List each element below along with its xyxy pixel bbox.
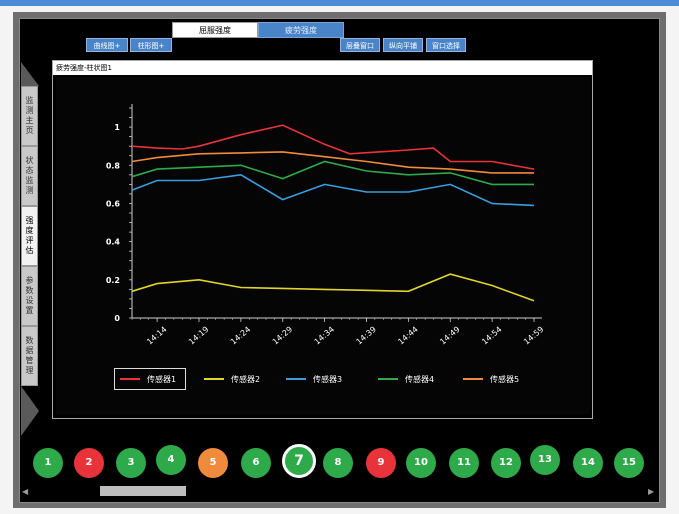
side-nav-collapse-arrow[interactable] [21,386,39,436]
legend-item-sensor-3[interactable]: 传感器3 [286,368,342,390]
legend-label: 传感器3 [313,374,343,384]
legend-item-sensor-5[interactable]: 传感器5 [463,368,519,390]
scrollbar-thumb[interactable] [100,486,186,496]
side-navigation: 监测主页 状态监测 强度评估 参数设置 数据管理 [21,86,39,386]
legend-label: 传感器1 [147,374,177,384]
legend-label: 传感器5 [490,374,520,384]
sensor-circle-14[interactable]: 14 [573,448,603,478]
sensor-circle-11[interactable]: 11 [449,448,479,478]
y-tick-label: 0.4 [106,238,121,247]
x-tick-label: 14:44 [396,325,419,347]
tab-fatigue-strength[interactable]: 疲劳强度 [258,22,344,38]
series-line-sensor-3 [131,173,535,207]
series-line-sensor-4 [131,160,534,186]
y-tick-label: 0.8 [106,161,121,170]
cascade-windows-button[interactable]: 层叠窗口 [340,38,380,52]
line-chart: 1 0.8 0.6 0.4 0.2 0 14:14 14:19 14:24 14:29 14:34 1… [106,104,545,347]
scroll-left-arrow-icon[interactable]: ◀ [22,487,29,496]
y-tick-label: 1 [114,123,120,132]
sensor-circle-10[interactable]: 10 [406,448,436,478]
sensor-circle-1[interactable]: 1 [33,448,63,478]
legend-swatch [286,378,306,380]
sensor-circle-9[interactable]: 9 [366,448,396,478]
sensor-circle-2[interactable]: 2 [74,448,104,478]
side-nav-top-arrow [21,62,39,86]
scroll-right-arrow-icon[interactable]: ▶ [648,487,655,496]
sensor-selector-row: 1 2 3 4 5 6 7 8 9 10 11 12 13 14 15 [33,444,653,484]
x-tick-label: 14:29 [271,325,294,347]
sensor-circle-8[interactable]: 8 [323,448,353,478]
legend-swatch [463,378,483,380]
series-line-sensor-1 [131,124,535,170]
series-line-sensor-2 [131,273,535,302]
horizontal-scrollbar[interactable] [20,486,659,496]
chart-area: 1 0.8 0.6 0.4 0.2 0 14:14 14:19 14:24 14:29 14:34 1… [56,76,590,414]
legend-selected-frame [114,368,186,390]
side-nav-parameter-settings[interactable]: 参数设置 [21,266,38,326]
side-nav-strength-assessment[interactable]: 强度评估 [21,206,38,266]
x-tick-label: 14:39 [354,325,377,347]
x-tick-label: 14:14 [145,325,168,347]
sensor-circle-12[interactable]: 12 [491,448,521,478]
sensor-circle-4[interactable]: 4 [156,445,186,475]
line-chart-button[interactable]: 曲线图+ [86,38,128,52]
legend-swatch [120,378,140,380]
x-tick-label: 14:59 [522,325,545,347]
side-nav-data-management[interactable]: 数据管理 [21,326,38,386]
sensor-circle-13[interactable]: 13 [530,445,560,475]
chart-window-title[interactable]: 疲劳强度-柱状图1 [53,61,592,75]
bar-chart-button[interactable]: 柱形图+ [130,38,172,52]
y-tick-label: 0.2 [106,276,120,285]
x-tick-label: 14:24 [229,325,252,347]
legend-swatch [204,378,224,380]
y-tick-label: 0.6 [106,199,121,208]
legend-item-sensor-2[interactable]: 传感器2 [204,368,260,390]
sensor-circle-6[interactable]: 6 [241,448,271,478]
side-nav-status-monitor[interactable]: 状态监测 [21,146,38,206]
tile-vertical-button[interactable]: 纵向平铺 [383,38,423,52]
legend-label: 传感器4 [405,374,435,384]
x-tick-label: 14:19 [187,325,210,347]
series-line-sensor-5 [131,151,534,174]
top-accent-bar [0,0,679,6]
sensor-circle-7[interactable]: 7 [282,444,316,478]
sensor-circle-3[interactable]: 3 [116,448,146,478]
sensor-circle-15[interactable]: 15 [614,448,644,478]
x-tick-label: 14:34 [313,325,336,347]
legend-item-sensor-1[interactable]: 传感器1 [120,368,176,390]
x-tick-label: 14:49 [438,325,461,347]
x-tick-label: 14:54 [480,325,503,347]
legend-swatch [378,378,398,380]
tab-yield-strength[interactable]: 屈服强度 [172,22,258,38]
sensor-circle-5[interactable]: 5 [198,448,228,478]
y-tick-label: 0 [114,314,120,323]
side-nav-monitor-home[interactable]: 监测主页 [21,86,38,146]
legend-item-sensor-4[interactable]: 传感器4 [378,368,434,390]
legend-label: 传感器2 [231,374,261,384]
window-select-button[interactable]: 窗口选择 [426,38,466,52]
